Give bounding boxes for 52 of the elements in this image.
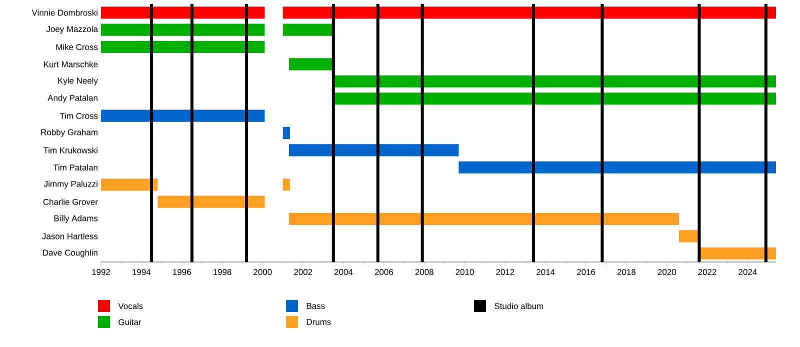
x-tick-label: 1998	[213, 269, 232, 276]
x-tick-label: 2014	[536, 269, 555, 276]
y-tick-label: Robby Graham	[41, 129, 98, 137]
bar	[101, 110, 265, 122]
x-tick-label: 2024	[738, 269, 757, 276]
y-tick-label: Tim Cross	[60, 112, 98, 119]
x-tick-label: 2016	[577, 269, 596, 276]
x-tick-label: 2002	[294, 269, 312, 276]
x-tick-label: 2012	[496, 269, 514, 276]
bar	[458, 161, 776, 174]
legend-label: Studio album	[494, 302, 544, 310]
x-tick-label: 2018	[617, 269, 636, 276]
bar	[158, 196, 265, 208]
legend-label: Vocals	[118, 302, 143, 310]
x-tick-label: 2020	[658, 269, 676, 276]
y-tick-label: Jimmy Paluzzi	[44, 180, 98, 189]
y-tick-label: Vinnie Dombroski	[32, 9, 98, 16]
y-tick-label: Dave Coughlin	[43, 249, 98, 258]
bar	[333, 92, 776, 105]
bar	[282, 126, 290, 140]
y-tick-label: Tim Patalan	[53, 164, 98, 171]
bar	[699, 247, 776, 260]
bar	[101, 178, 158, 191]
x-tick-label: 2008	[415, 269, 434, 276]
bar	[101, 40, 265, 54]
y-tick-label: Billy Adams	[54, 215, 98, 223]
bar	[101, 6, 265, 19]
y-tick-label: Andy Patalan	[48, 94, 98, 103]
x-tick-label: 1992	[92, 269, 110, 276]
y-tick-label: Kurt Marschke	[44, 61, 98, 68]
x-tick-label: 2010	[456, 269, 474, 276]
x-tick-label: 1996	[173, 269, 191, 276]
x-tick-label: 2022	[698, 269, 716, 276]
y-tick-label: Charlie Grover	[43, 198, 98, 205]
bar	[288, 144, 459, 156]
x-tick-label: 1994	[132, 269, 151, 276]
legend-label: Bass	[306, 303, 325, 309]
legend-label: Drums	[306, 319, 331, 325]
bar	[333, 75, 776, 88]
bar	[101, 24, 265, 36]
x-tick-label: 2000	[254, 269, 272, 276]
y-tick-label: Kyle Neely	[58, 77, 98, 86]
x-tick-label: 2004	[334, 269, 353, 276]
bar	[288, 58, 334, 70]
legend-label: Guitar	[118, 318, 142, 326]
y-tick-label: Joey Mazzola	[46, 26, 98, 34]
bar	[679, 230, 700, 242]
bar	[288, 212, 679, 226]
y-tick-label: Jason Hartless	[42, 233, 98, 240]
y-tick-label: Tim Krukowski	[43, 147, 98, 154]
x-tick-label: 2006	[374, 269, 393, 276]
y-tick-label: Mike Cross	[56, 44, 98, 50]
